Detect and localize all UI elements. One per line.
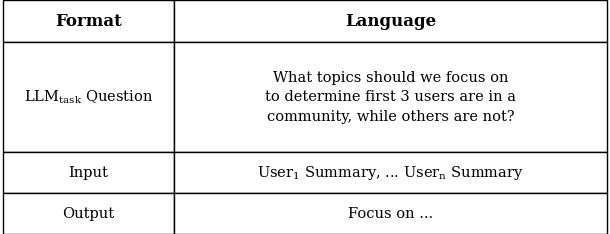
Bar [3, 0, 174, 42]
Bar [3, 152, 174, 193]
Text: Output: Output [62, 207, 115, 220]
Bar [3, 193, 174, 234]
Text: What topics should we focus on
to determine first 3 users are in a
community, wh: What topics should we focus on to determ… [265, 71, 516, 124]
Bar [174, 152, 607, 193]
Text: Focus on ...: Focus on ... [348, 207, 433, 220]
Text: Input: Input [68, 166, 109, 179]
Bar [174, 42, 607, 152]
Text: User$_{\mathregular{1}}$ Summary, ... User$_{\mathregular{n}}$ Summary: User$_{\mathregular{1}}$ Summary, ... Us… [257, 164, 524, 182]
Bar [3, 42, 174, 152]
Text: LLM$_{\mathregular{task}}$ Question: LLM$_{\mathregular{task}}$ Question [24, 88, 153, 106]
Bar [174, 0, 607, 42]
Text: Language: Language [345, 13, 436, 29]
Bar [174, 193, 607, 234]
Text: Format: Format [55, 13, 122, 29]
